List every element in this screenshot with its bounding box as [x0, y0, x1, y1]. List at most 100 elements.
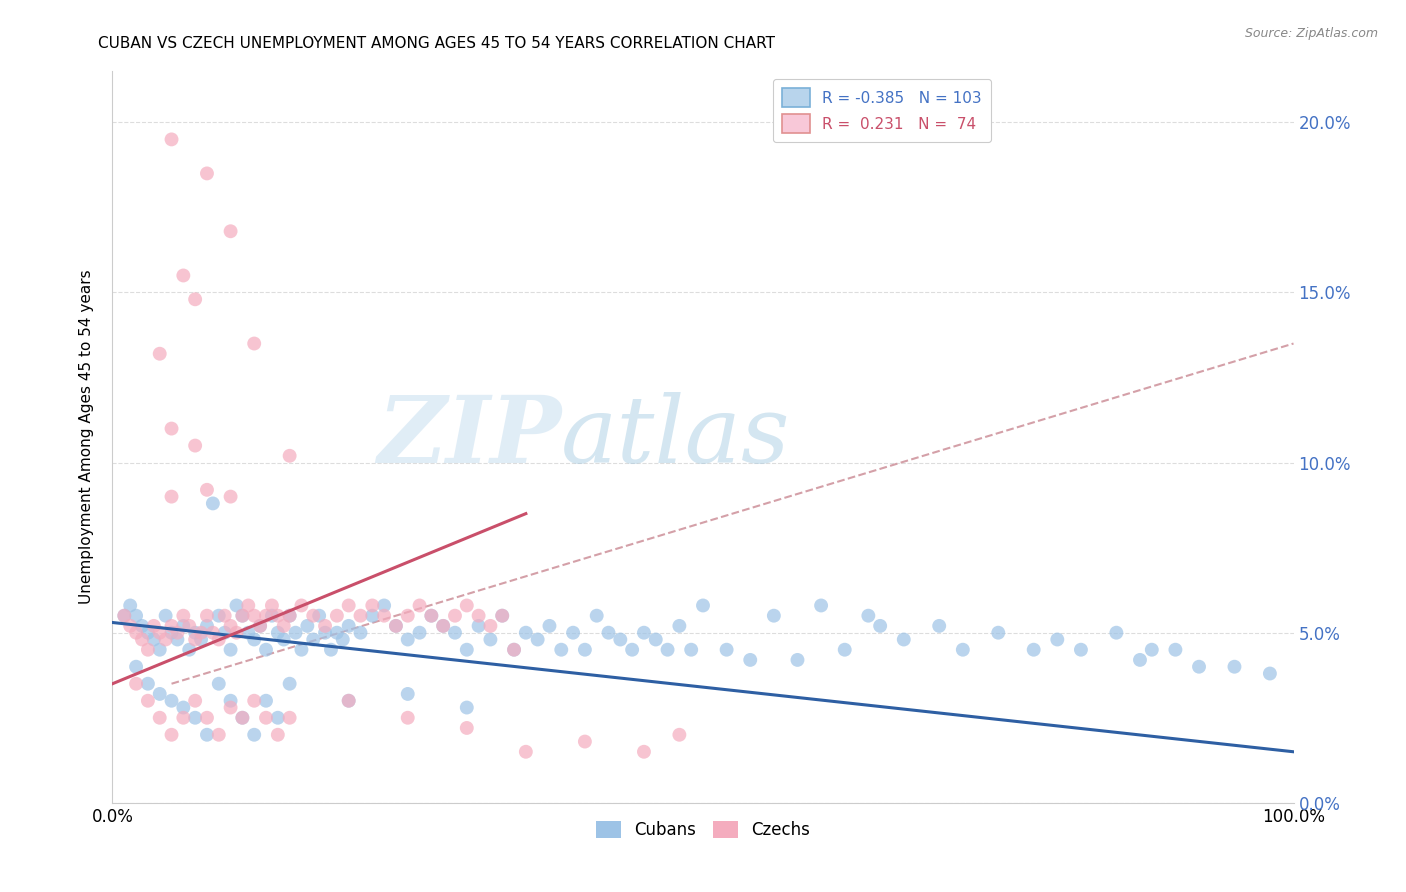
Point	[444, 608, 467, 623]
Point	[131, 632, 153, 647]
Point	[834, 642, 856, 657]
Point	[550, 642, 572, 657]
Point	[503, 642, 526, 657]
Point	[467, 619, 489, 633]
Point	[349, 608, 371, 623]
Point	[120, 599, 142, 613]
Point	[219, 694, 242, 708]
Point	[657, 642, 679, 657]
Point	[231, 711, 253, 725]
Point	[332, 632, 354, 647]
Point	[160, 625, 183, 640]
Point	[716, 642, 738, 657]
Point	[432, 619, 454, 633]
Point	[633, 745, 655, 759]
Point	[184, 625, 207, 640]
Point	[267, 711, 290, 725]
Point	[243, 632, 266, 647]
Point	[869, 619, 891, 633]
Point	[249, 619, 271, 633]
Point	[214, 608, 236, 623]
Point	[172, 619, 194, 633]
Point	[278, 608, 301, 623]
Point	[396, 687, 419, 701]
Point	[987, 625, 1010, 640]
Point	[125, 625, 148, 640]
Point	[278, 711, 301, 725]
Point	[136, 642, 159, 657]
Point	[668, 619, 690, 633]
Point	[190, 625, 212, 640]
Point	[456, 599, 478, 613]
Point	[1188, 659, 1211, 673]
Point	[231, 711, 253, 725]
Point	[195, 166, 218, 180]
Point	[267, 625, 290, 640]
Text: atlas: atlas	[561, 392, 790, 482]
Point	[160, 619, 183, 633]
Point	[136, 677, 159, 691]
Point	[254, 694, 277, 708]
Point	[396, 711, 419, 725]
Point	[278, 677, 301, 691]
Point	[574, 734, 596, 748]
Point	[225, 599, 247, 613]
Point	[491, 608, 513, 623]
Point	[337, 619, 360, 633]
Point	[131, 619, 153, 633]
Point	[1105, 625, 1128, 640]
Point	[337, 599, 360, 613]
Point	[184, 293, 207, 307]
Point	[172, 700, 194, 714]
Point	[349, 625, 371, 640]
Point	[149, 687, 172, 701]
Point	[786, 653, 808, 667]
Point	[149, 642, 172, 657]
Point	[160, 132, 183, 146]
Point	[585, 608, 607, 623]
Text: Source: ZipAtlas.com: Source: ZipAtlas.com	[1244, 27, 1378, 40]
Point	[278, 608, 301, 623]
Point	[142, 632, 165, 647]
Point	[408, 599, 430, 613]
Text: ZIP: ZIP	[377, 392, 561, 482]
Point	[326, 608, 349, 623]
Point	[314, 619, 336, 633]
Point	[503, 642, 526, 657]
Point	[444, 625, 467, 640]
Point	[290, 599, 312, 613]
Point	[219, 700, 242, 714]
Point	[373, 599, 395, 613]
Point	[361, 599, 384, 613]
Point	[160, 490, 183, 504]
Point	[284, 625, 307, 640]
Point	[302, 608, 325, 623]
Point	[172, 268, 194, 283]
Point	[254, 711, 277, 725]
Point	[538, 619, 561, 633]
Point	[243, 694, 266, 708]
Point	[1022, 642, 1045, 657]
Y-axis label: Unemployment Among Ages 45 to 54 years: Unemployment Among Ages 45 to 54 years	[79, 269, 94, 605]
Point	[179, 619, 201, 633]
Point	[302, 632, 325, 647]
Point	[373, 608, 395, 623]
Point	[1140, 642, 1163, 657]
Point	[249, 619, 271, 633]
Point	[149, 625, 172, 640]
Point	[208, 632, 231, 647]
Point	[621, 642, 644, 657]
Point	[231, 608, 253, 623]
Point	[1164, 642, 1187, 657]
Point	[136, 625, 159, 640]
Point	[337, 694, 360, 708]
Point	[396, 632, 419, 647]
Point	[928, 619, 950, 633]
Point	[184, 632, 207, 647]
Point	[893, 632, 915, 647]
Point	[195, 711, 218, 725]
Point	[160, 694, 183, 708]
Point	[136, 694, 159, 708]
Point	[219, 619, 242, 633]
Point	[396, 608, 419, 623]
